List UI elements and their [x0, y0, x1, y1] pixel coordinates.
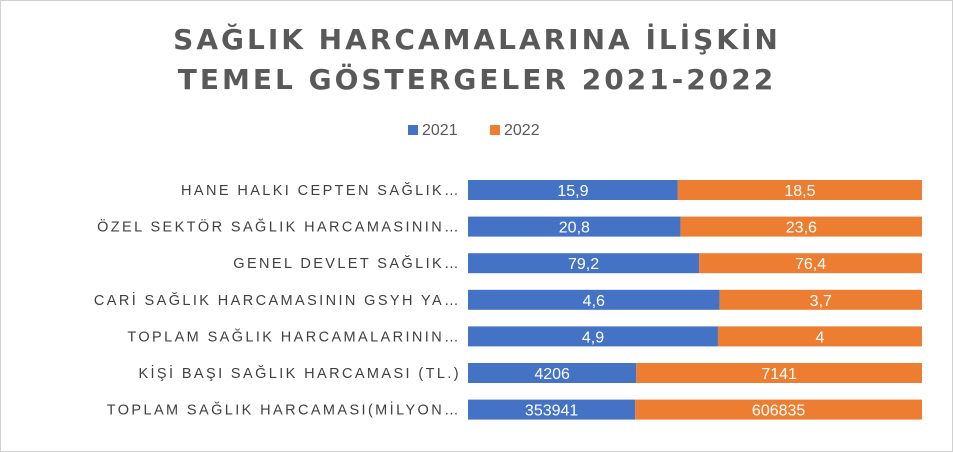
- data-label-2022: 18,5: [784, 183, 815, 200]
- bar-2022: [636, 363, 922, 383]
- bar-2021: [468, 289, 720, 310]
- data-label-2022: 7141: [761, 366, 797, 383]
- data-label-2022: 606835: [752, 403, 805, 420]
- data-label-2022: 23,6: [786, 220, 817, 237]
- category-label: GENEL DEVLET SAĞLIK…: [233, 255, 461, 272]
- legend-label-2022: 2022: [504, 122, 540, 139]
- bar-2022: [717, 326, 922, 347]
- data-label-2022: 76,4: [795, 256, 826, 273]
- chart-title-line-2: TEMEL GÖSTERGELER 2021-2022: [178, 62, 776, 96]
- bar-2021: [468, 326, 718, 347]
- category-label: TOPLAM SAĞLIK HARCAMASI(MİLYON…: [107, 401, 461, 419]
- category-label: KİŞİ BAŞI SAĞLIK HARCAMASI (TL.): [138, 364, 461, 382]
- bar-2021: [468, 363, 637, 383]
- data-label-2021: 15,9: [557, 183, 588, 200]
- data-label-2021: 4,9: [582, 329, 604, 346]
- data-label-2022: 3,7: [810, 293, 832, 310]
- data-label-2021: 353941: [525, 403, 578, 420]
- bar-2021: [468, 253, 700, 274]
- data-label-2021: 79,2: [568, 256, 599, 273]
- bar-2022: [699, 253, 922, 274]
- category-label: ÖZEL SEKTÖR SAĞLIK HARCAMASININ…: [97, 218, 461, 236]
- legend-swatch-2021: [408, 125, 418, 135]
- data-label-2022: 4: [816, 329, 825, 346]
- legend-swatch-2022: [490, 125, 500, 135]
- bar-2021: [468, 216, 681, 237]
- category-label: TOPLAM SAĞLIK HARCAMALARININ…: [127, 328, 461, 345]
- data-label-2021: 4206: [534, 366, 570, 383]
- plot-area: HANE HALKI CEPTEN SAĞLIK… 15,9 18,5 ÖZEL SE…: [94, 180, 922, 420]
- bar-2022: [680, 216, 922, 237]
- bar-2021: [468, 180, 678, 200]
- legend: 2021 2022: [408, 122, 540, 139]
- chart-title-line-1: SAĞLIK HARCAMALARINA İLİŞKİN: [173, 22, 781, 56]
- bar-2022: [677, 180, 922, 200]
- category-label: HANE HALKI CEPTEN SAĞLIK…: [181, 182, 461, 199]
- bar-2021: [468, 399, 636, 420]
- bar-2022: [719, 289, 922, 310]
- category-label: CARİ SAĞLIK HARCAMASININ GSYH YA…: [94, 291, 461, 309]
- legend-label-2021: 2021: [422, 122, 458, 139]
- bar-2022: [635, 399, 922, 420]
- data-label-2021: 20,8: [559, 220, 590, 237]
- data-label-2021: 4,6: [583, 293, 605, 310]
